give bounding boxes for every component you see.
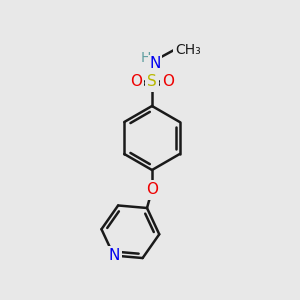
Text: N: N [108,248,119,263]
Text: O: O [146,182,158,197]
Text: O: O [130,74,142,89]
Text: O: O [162,74,174,89]
Text: N: N [149,56,161,71]
Text: S: S [147,74,157,89]
Text: H: H [141,51,151,65]
Text: CH₃: CH₃ [175,43,201,57]
